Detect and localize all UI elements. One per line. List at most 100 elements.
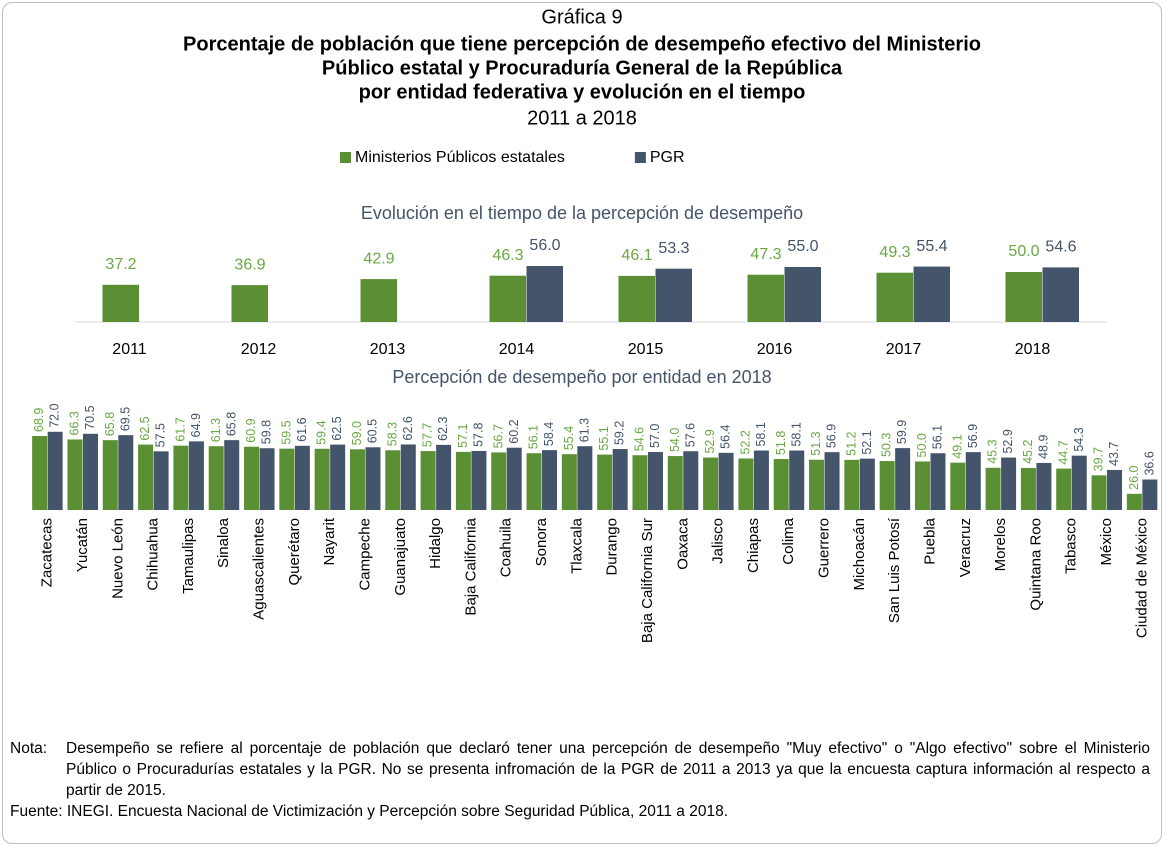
bar <box>102 284 139 322</box>
bar <box>526 453 542 510</box>
x-tick-label: 2015 <box>628 341 664 358</box>
bar <box>824 452 840 510</box>
bar <box>491 452 507 510</box>
value-label: 49.3 <box>879 244 910 261</box>
bar <box>349 449 365 510</box>
x-tick-label: 2014 <box>499 341 535 358</box>
value-label: 54.6 <box>633 427 647 451</box>
x-tick-label: Yucatán <box>74 518 91 572</box>
value-label: 57.1 <box>456 424 470 448</box>
value-label: 60.9 <box>244 418 258 442</box>
bar <box>1071 455 1087 510</box>
bar <box>436 444 452 510</box>
value-label: 61.3 <box>209 418 223 442</box>
value-label: 56.1 <box>527 425 541 449</box>
value-label: 58.4 <box>542 422 556 446</box>
value-label: 55.0 <box>787 238 818 255</box>
x-tick-label: Guerrero <box>816 518 833 578</box>
value-label: 57.8 <box>471 423 485 447</box>
value-label: 61.6 <box>295 417 309 441</box>
value-label: 69.5 <box>118 407 132 431</box>
bar <box>561 454 577 510</box>
value-label: 61.7 <box>173 417 187 441</box>
x-tick-label: 2016 <box>757 341 793 358</box>
period: 2011 a 2018 <box>527 107 637 129</box>
bar <box>542 450 558 510</box>
bar <box>102 440 118 510</box>
value-label: 50.3 <box>880 433 894 457</box>
bar <box>895 448 911 510</box>
bar <box>738 458 754 510</box>
x-tick-label: Puebla <box>921 517 938 564</box>
value-label: 26.0 <box>1127 465 1141 489</box>
bar <box>597 454 613 510</box>
bar <box>153 451 169 510</box>
bar <box>784 267 821 322</box>
bar <box>1005 272 1042 322</box>
x-tick-label: Nayarit <box>321 517 338 565</box>
bar <box>471 450 487 510</box>
value-label: 54.6 <box>1045 239 1076 256</box>
value-label: 61.3 <box>577 418 591 442</box>
x-tick-label: Campeche <box>356 518 373 591</box>
value-label: 56.9 <box>966 424 980 448</box>
bar <box>118 435 134 510</box>
x-tick-label: Oaxaca <box>674 517 691 569</box>
value-label: 56.9 <box>825 424 839 448</box>
bar <box>950 462 966 510</box>
value-label: 57.0 <box>648 424 662 448</box>
bar <box>67 439 83 510</box>
legend-swatch <box>634 152 646 163</box>
bar <box>1042 267 1079 322</box>
bar <box>1142 479 1158 510</box>
value-label: 65.8 <box>224 412 238 436</box>
bar <box>647 452 663 510</box>
bar <box>224 440 240 510</box>
bar <box>618 275 655 322</box>
value-label: 54.0 <box>668 428 682 452</box>
value-label: 43.7 <box>1107 442 1121 466</box>
value-label: 51.2 <box>844 431 858 455</box>
value-label: 58.1 <box>789 422 803 446</box>
value-label: 54.3 <box>1072 427 1086 451</box>
notes: Nota: Desempeño se refiere al porcentaje … <box>10 738 1150 822</box>
x-tick-label: Veracruz <box>957 518 974 577</box>
value-label: 64.9 <box>189 413 203 437</box>
bar <box>244 446 260 510</box>
value-label: 59.9 <box>895 420 909 444</box>
value-label: 53.3 <box>658 240 689 257</box>
value-label: 66.3 <box>68 411 82 435</box>
x-tick-label: Morelos <box>992 518 1009 571</box>
x-tick-label: Michoacán <box>851 518 868 591</box>
value-label: 70.5 <box>83 405 97 429</box>
bar <box>314 448 330 510</box>
bar <box>279 448 295 510</box>
figure-label: Gráfica 9 <box>541 6 622 28</box>
x-tick-label: 2012 <box>241 341 277 358</box>
value-label: 36.6 <box>1142 451 1156 475</box>
value-label: 68.9 <box>32 408 46 432</box>
value-label: 56.4 <box>719 424 733 448</box>
x-tick-label: Sonora <box>533 517 550 566</box>
bar <box>259 448 275 510</box>
value-label: 62.6 <box>401 416 415 440</box>
value-label: 57.5 <box>154 423 168 447</box>
value-label: 45.3 <box>986 439 1000 463</box>
value-label: 59.0 <box>350 421 364 445</box>
bar <box>876 272 913 322</box>
value-label: 47.3 <box>750 246 781 263</box>
bar <box>930 453 946 510</box>
x-tick-label: Durango <box>604 518 621 576</box>
bar <box>489 275 526 322</box>
bar <box>913 266 950 322</box>
value-label: 46.1 <box>621 247 652 264</box>
bar <box>82 433 98 510</box>
bar <box>385 450 401 510</box>
bar <box>789 450 805 510</box>
bar <box>294 445 310 510</box>
bar <box>809 459 825 510</box>
value-label: 55.4 <box>562 426 576 450</box>
x-tick-label: Querétaro <box>286 518 303 586</box>
bar <box>667 456 683 510</box>
x-tick-label: Tlaxcala <box>568 517 585 574</box>
